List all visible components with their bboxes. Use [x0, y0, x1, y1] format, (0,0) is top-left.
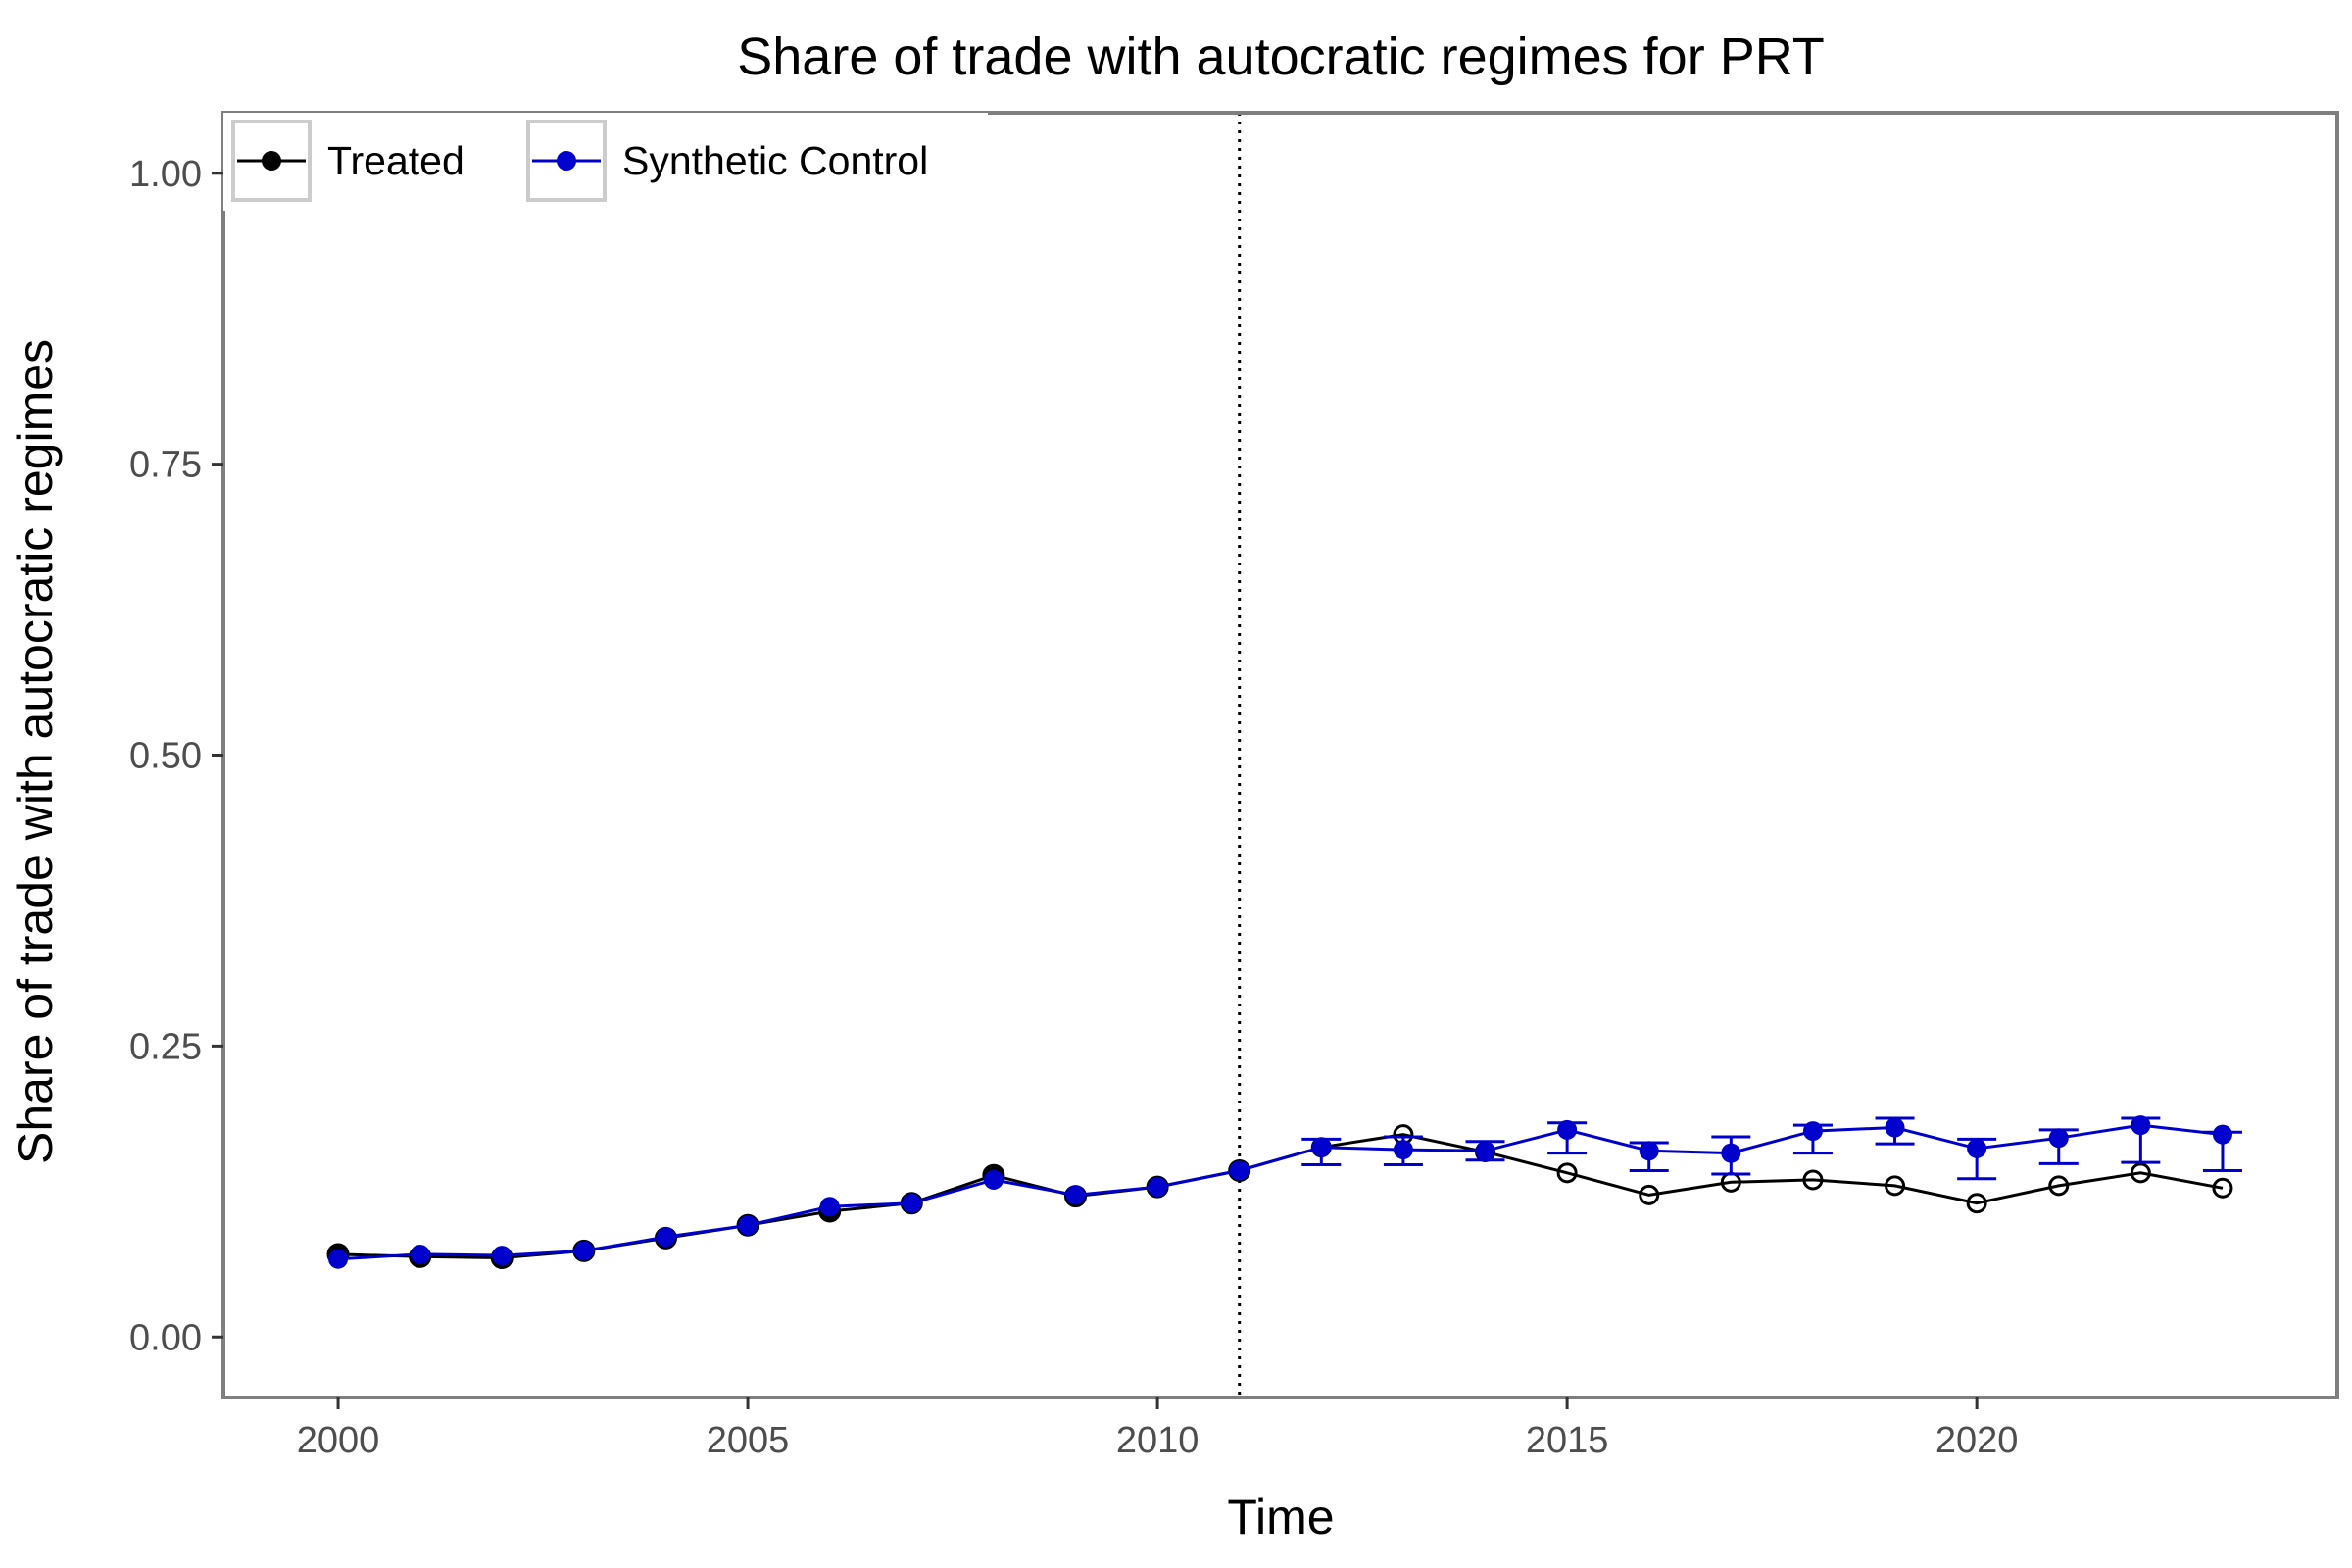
- legend: Treated Synthetic Control: [223, 113, 988, 211]
- synthetic-control-point: [1475, 1141, 1495, 1161]
- synthetic-control-point: [983, 1169, 1004, 1190]
- y-axis-title: Share of trade with autocratic regimes: [8, 339, 63, 1164]
- legend-marker-treated: [262, 151, 281, 171]
- synthetic-control-point: [492, 1246, 513, 1266]
- x-tick-label: 2010: [1116, 1420, 1200, 1461]
- synthetic-control-point: [819, 1197, 840, 1217]
- synthetic-control-point: [656, 1227, 676, 1248]
- treated-point: [1639, 1184, 1660, 1205]
- plot-area: [326, 113, 2242, 1397]
- synthetic-control-point: [1721, 1143, 1741, 1163]
- y-tick-label: 0.75: [129, 445, 202, 486]
- treated-point: [2130, 1162, 2151, 1184]
- x-axis-title: Time: [1227, 1490, 1334, 1544]
- x-tick-label: 2000: [297, 1420, 380, 1461]
- legend-label-treated: Treated: [327, 138, 465, 183]
- chart-title: Share of trade with autocratic regimes f…: [737, 27, 1824, 86]
- treated-point: [1966, 1193, 1987, 1214]
- synthetic-control-point: [410, 1244, 430, 1264]
- synthetic-control-point: [1311, 1137, 1332, 1157]
- treated-point: [1556, 1162, 1578, 1184]
- legend-label-synthetic-control: Synthetic Control: [622, 138, 928, 183]
- treated-point: [2212, 1177, 2233, 1199]
- x-tick-label: 2005: [707, 1420, 790, 1461]
- y-tick-label: 0.00: [129, 1317, 202, 1358]
- synthetic-control-line: [337, 1123, 2224, 1261]
- synthetic-control-point: [1885, 1117, 1905, 1138]
- x-tick-label: 2015: [1526, 1420, 1609, 1461]
- synthetic-control-point: [902, 1193, 922, 1213]
- synthetic-control-point: [2048, 1128, 2069, 1149]
- synthetic-control-point: [1557, 1119, 1578, 1140]
- synthetic-control-point: [1639, 1141, 1659, 1161]
- legend-item-treated: Treated: [231, 120, 465, 202]
- synthetic-control-point: [1393, 1140, 1413, 1160]
- synthetic-control-point: [328, 1249, 349, 1269]
- synthetic-control-point: [2131, 1115, 2151, 1136]
- axes: 0.00 0.25 0.50 0.75 1.00 2000 2005 2010 2015 2020: [129, 111, 2339, 1461]
- y-tick-label: 1.00: [129, 154, 202, 195]
- legend-marker-synthetic-control: [557, 151, 576, 171]
- y-tick-label: 0.50: [129, 736, 202, 777]
- y-tick-label: 0.25: [129, 1026, 202, 1067]
- synthetic-control-point: [2212, 1124, 2232, 1145]
- legend-item-synthetic-control: Synthetic Control: [526, 120, 928, 202]
- synthetic-control-point: [738, 1215, 759, 1236]
- synthetic-control-point: [573, 1241, 594, 1261]
- synthetic-control-point: [1967, 1138, 1987, 1158]
- treated-point: [1885, 1175, 1906, 1197]
- synthetic-control-point: [1802, 1121, 1823, 1142]
- synthetic-control-point: [1065, 1185, 1086, 1205]
- synthetic-control-point: [1148, 1177, 1168, 1198]
- x-tick-label: 2020: [1936, 1420, 2019, 1461]
- treated-point: [2048, 1175, 2070, 1197]
- treated-point: [1802, 1169, 1824, 1191]
- synthetic-control-point: [1229, 1160, 1250, 1181]
